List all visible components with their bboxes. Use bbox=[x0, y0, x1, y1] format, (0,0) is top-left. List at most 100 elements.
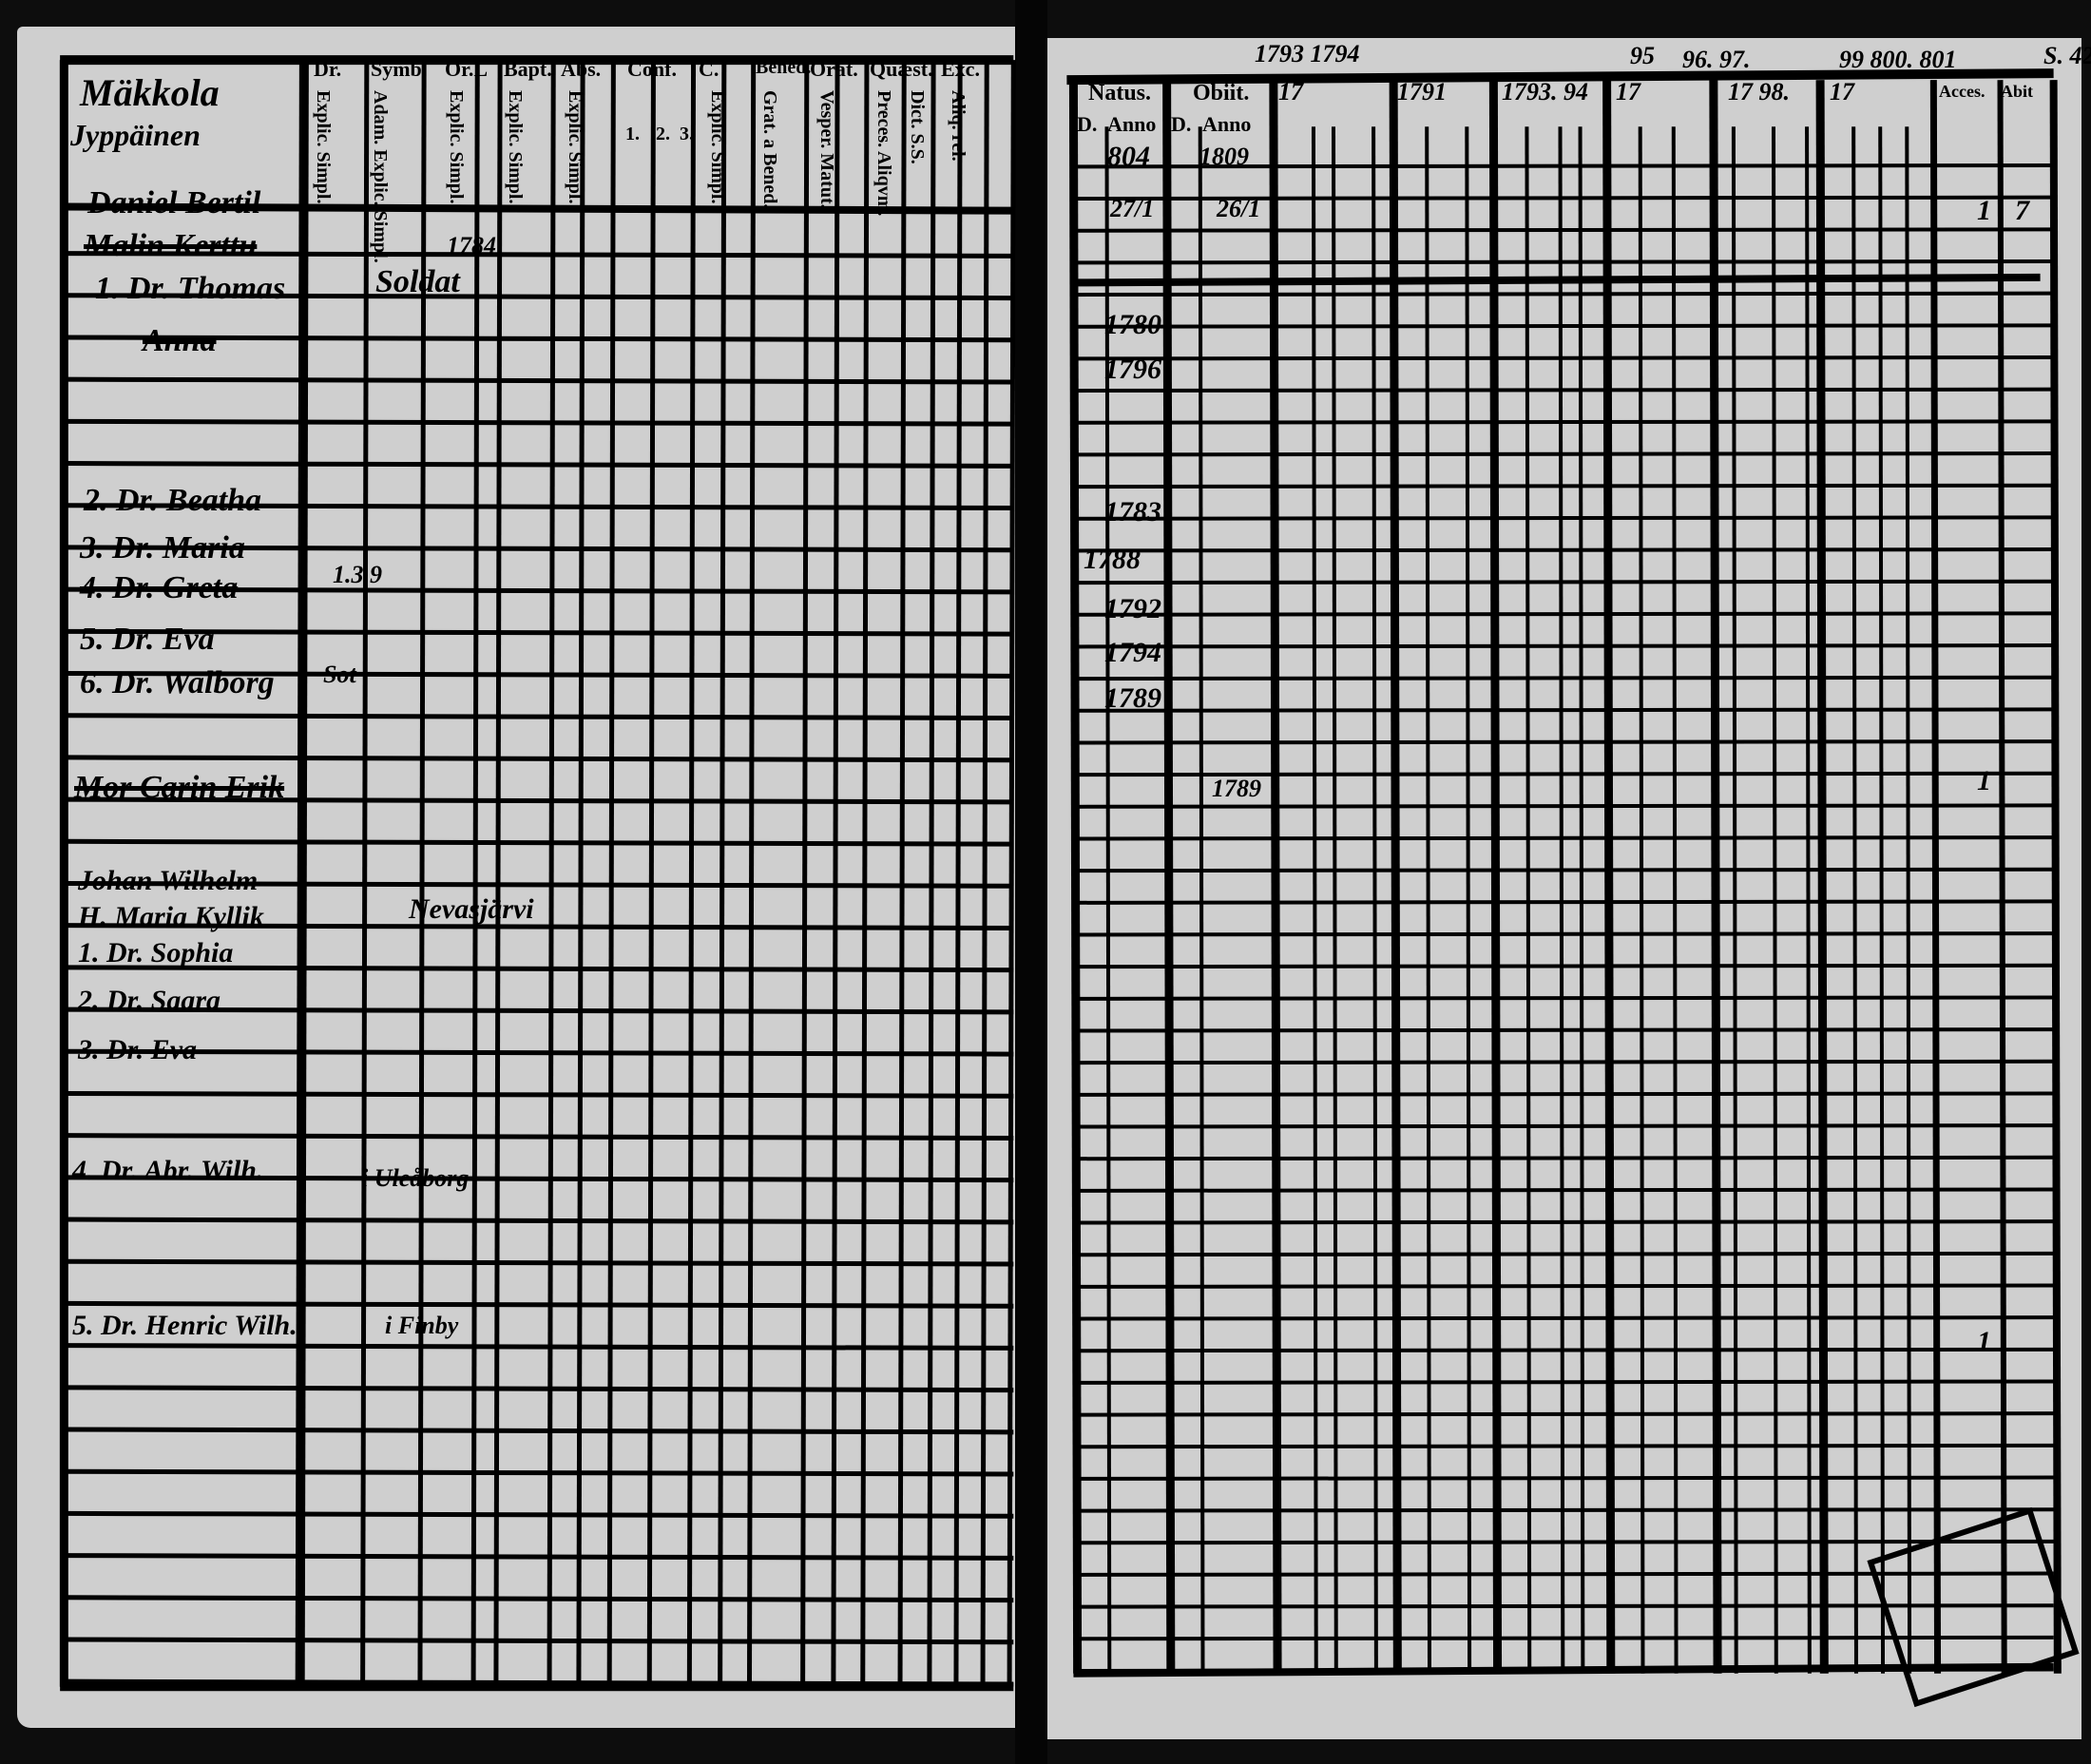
rule-row bbox=[64, 1300, 1014, 1309]
household-subtitle: Jyppäinen bbox=[70, 118, 201, 152]
rule-row bbox=[64, 1678, 1014, 1687]
person-name: Mor Carin Erik bbox=[74, 770, 285, 805]
person-name: 3. Dr. Maria bbox=[80, 530, 245, 566]
rule-row bbox=[1073, 995, 2054, 1001]
header-abs: Abs. bbox=[561, 57, 602, 81]
rule-row bbox=[1073, 515, 2054, 521]
rule-row bbox=[64, 503, 1014, 511]
rule-row bbox=[1073, 1059, 2054, 1065]
page-number: S. 42 bbox=[2043, 42, 2091, 69]
person-name: 4. Dr. Abr. Wilh. bbox=[72, 1155, 264, 1186]
header-dr: Dr. bbox=[314, 57, 342, 81]
rule-column bbox=[1162, 80, 1176, 1674]
person-name: 2. Dr. Beatha bbox=[84, 483, 262, 518]
rule-row bbox=[64, 376, 1014, 385]
rule-row-heavy bbox=[1073, 273, 2041, 287]
rule-row bbox=[1073, 1571, 2054, 1577]
header-d: D. bbox=[1077, 112, 1098, 136]
rule-row bbox=[64, 418, 1014, 427]
rule-row bbox=[1073, 771, 2054, 777]
rule-row bbox=[64, 1258, 1014, 1267]
birth-year: 1792 bbox=[1104, 593, 1161, 624]
acces-mark: 1 bbox=[1977, 195, 1991, 226]
abit-mark: 7 bbox=[2015, 195, 2029, 226]
note-place: i Finby bbox=[385, 1312, 459, 1339]
subheader: Dict. S.S. bbox=[907, 90, 928, 164]
rule-row bbox=[1073, 1219, 2054, 1225]
header-conf: Conf. bbox=[627, 57, 677, 81]
rule-row bbox=[1073, 451, 2054, 457]
rule-row bbox=[1073, 1379, 2054, 1385]
rule-row bbox=[1073, 579, 2054, 585]
rule-row bbox=[1073, 1475, 2054, 1481]
rule-row bbox=[64, 796, 1014, 805]
rule-top bbox=[1066, 68, 2054, 86]
subheader: Grat. a Bened. bbox=[759, 90, 780, 209]
rule-column bbox=[360, 60, 370, 1687]
subheader: Aliq. rel. bbox=[948, 90, 969, 162]
rule-column bbox=[897, 60, 907, 1687]
header-obiit: Obiit. bbox=[1193, 81, 1250, 105]
header-natus: Natus. bbox=[1088, 81, 1152, 105]
rule-row bbox=[1073, 675, 2054, 681]
rule-row bbox=[1073, 899, 2054, 905]
birth-year: 1789 bbox=[1104, 682, 1161, 714]
rule-column bbox=[953, 60, 963, 1687]
rule-row bbox=[1073, 1635, 2054, 1641]
header-symb: Symb. bbox=[371, 57, 428, 81]
subheader: Explic. Simpl. bbox=[505, 90, 526, 204]
rule-row bbox=[64, 251, 1014, 259]
rule-column bbox=[800, 60, 810, 1687]
rule-row bbox=[1073, 867, 2054, 873]
rule-row bbox=[1073, 1443, 2054, 1449]
rule-row bbox=[64, 1175, 1014, 1183]
rule-row bbox=[1073, 1315, 2054, 1321]
person-name: Johan Wilhelm bbox=[78, 865, 259, 896]
rule-row bbox=[64, 923, 1014, 930]
rule-row bbox=[64, 838, 1014, 847]
rule-column bbox=[470, 60, 480, 1687]
person-name: 4. Dr. Greta bbox=[80, 570, 239, 605]
birth-year: 1780 bbox=[1104, 309, 1161, 340]
header-d: D. bbox=[1171, 112, 1192, 136]
book-spine bbox=[1015, 0, 1047, 1764]
rule-row bbox=[1073, 931, 2054, 937]
acces-mark: 1 bbox=[1977, 1326, 1991, 1357]
rule-row bbox=[1073, 1347, 2054, 1353]
rule-row bbox=[1073, 1539, 2054, 1545]
rule-column bbox=[417, 60, 427, 1687]
header-acces: Acces. bbox=[1939, 82, 1985, 101]
rule-row bbox=[64, 671, 1014, 679]
header-orl: Or.L bbox=[445, 57, 489, 81]
rule-row bbox=[1073, 1283, 2054, 1289]
rule-row bbox=[64, 880, 1014, 889]
rule-row bbox=[1073, 739, 2054, 745]
header-quaest: Quæst. bbox=[870, 57, 933, 81]
rule-row bbox=[1073, 1251, 2054, 1257]
rule-column bbox=[746, 60, 757, 1687]
birth-year: 1789 bbox=[1212, 775, 1261, 802]
rule-row bbox=[64, 755, 1014, 763]
note-marks: 1.3.9 bbox=[333, 561, 382, 588]
rule-row bbox=[1073, 1027, 2054, 1033]
rule-row bbox=[1073, 1187, 2054, 1193]
obiit-anno: 1809 bbox=[1199, 143, 1249, 170]
person-name: 5. Dr. Eva bbox=[80, 622, 215, 657]
rule-row bbox=[64, 1468, 1014, 1477]
subheader: 2. bbox=[656, 124, 670, 144]
rule-row bbox=[64, 461, 1014, 469]
rule-row bbox=[64, 965, 1014, 973]
rule-row bbox=[64, 1007, 1014, 1015]
rule-column bbox=[547, 60, 556, 1687]
rule-row bbox=[1073, 643, 2054, 649]
left-page bbox=[17, 27, 1015, 1728]
rule-row bbox=[1073, 1411, 2054, 1417]
header-anno: Anno bbox=[1107, 112, 1157, 136]
rule-row bbox=[1073, 259, 2054, 265]
rule-row bbox=[1073, 611, 2054, 617]
obiit-day: 26/1 bbox=[1217, 195, 1261, 222]
rule-row bbox=[64, 1048, 1014, 1057]
rule-column bbox=[1602, 80, 1616, 1674]
header-year: 17 bbox=[1830, 78, 1854, 105]
